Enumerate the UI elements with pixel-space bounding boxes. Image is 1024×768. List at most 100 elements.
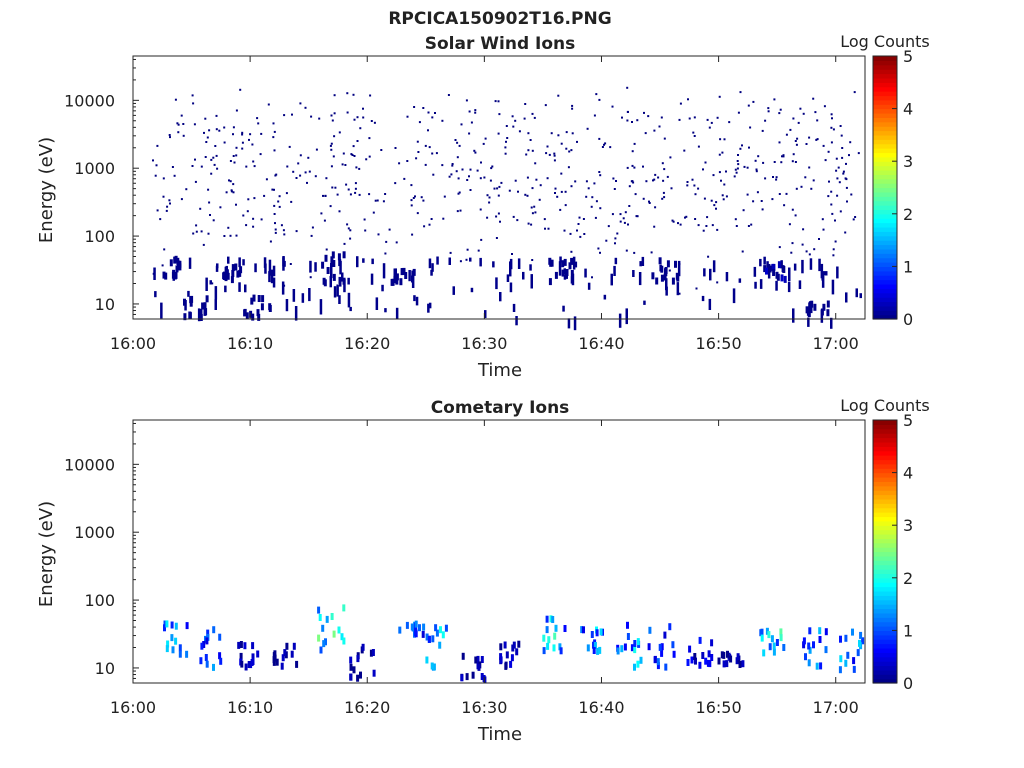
spectrogram-pixel [554,271,558,279]
spectrogram-pixel [204,308,208,316]
spectrogram-pixel [633,166,636,169]
spectrogram-pixel [480,161,482,164]
spectrogram-pixel [297,162,300,165]
spectrogram-pixel [546,642,550,650]
spectrogram-pixel [444,624,448,632]
spectrogram-pixel [170,621,174,629]
spectrogram-pixel [793,263,797,271]
spectrogram-pixel [792,308,795,323]
spectrogram-pixel [285,642,289,650]
spectrogram-pixel [170,634,174,642]
spectrogram-pixel [693,653,697,660]
spectrogram-pixel [418,624,421,632]
spectrogram-pixel [497,100,500,103]
spectrogram-pixel [711,224,714,227]
spectrogram-pixel [692,131,695,134]
spectrogram-pixel [422,107,425,109]
spectrogram-pixel [539,184,542,187]
spectrogram-pixel [412,197,415,199]
spectrogram-pixel [820,263,824,279]
spectrogram-pixel [166,205,169,208]
colorbar-segment [873,275,897,281]
x-tick-label: 16:20 [344,698,390,717]
spectrogram-pixel [176,122,179,125]
spectrogram-pixel [827,195,830,198]
spectrogram-pixel [685,215,688,218]
spectrogram-pixel [185,650,189,658]
spectrogram-pixel [232,133,234,136]
spectrogram-pixel [634,193,637,196]
spectrogram-pixel [477,249,480,252]
spectrogram-pixel [530,206,533,209]
spectrogram-pixel [716,228,719,231]
spectrogram-pixel [736,167,739,170]
spectrogram-pixel [768,265,772,273]
spectrogram-pixel [171,646,175,654]
spectrogram-pixel [548,257,552,265]
spectrogram-pixel [256,309,260,317]
spectrogram-pixel [229,234,232,237]
spectrogram-pixel [331,251,335,259]
spectrogram-pixel [274,228,277,231]
spectrogram-pixel [567,318,571,329]
spectrogram-pixel [611,213,614,216]
spectrogram-pixel [361,643,365,651]
spectrogram-pixel [165,645,169,653]
colorbar-tick-label: 5 [903,411,913,430]
spectrogram-pixel [721,151,724,154]
spectrogram-pixel [192,232,195,235]
spectrogram-pixel [187,290,190,297]
spectrogram-pixel [626,166,629,169]
spectrogram-pixel [780,274,784,282]
spectrogram-pixel [776,273,780,281]
spectrogram-pixel [678,118,681,121]
spectrogram-pixel [809,306,813,314]
spectrogram-pixel [738,278,742,283]
spectrogram-pixel [671,641,675,649]
spectrogram-pixel [686,181,689,183]
spectrogram-pixel [259,153,262,156]
spectrogram-pixel [290,200,293,203]
spectrogram-pixel [224,274,228,282]
spectrogram-pixel [417,151,420,153]
y-tick-label: 1000 [74,159,115,178]
colorbar-segment [873,450,897,456]
y-axis-label-bottom: Energy (eV) [36,501,57,607]
spectrogram-pixel [359,671,362,679]
y-tick-label: 10 [95,659,115,678]
spectrogram-pixel [490,167,493,170]
spectrogram-pixel [561,269,565,277]
spectrogram-pixel [177,123,180,126]
spectrogram-pixel [211,282,214,285]
spectrogram-pixel [288,145,291,148]
spectrogram-pixel [199,314,203,321]
spectrogram-pixel [754,281,757,289]
spectrogram-pixel [778,112,781,115]
colorbar-segment [873,586,897,592]
colorbar-segment [873,148,897,154]
colorbar-tick-label: 3 [903,516,913,535]
spectrogram-pixel [844,659,848,667]
spectrogram-pixel [599,628,603,636]
spectrogram-pixel [657,176,660,179]
spectrogram-pixel [531,149,534,152]
spectrogram-pixel [252,217,255,220]
spectrogram-pixel [742,209,745,212]
colorbar-segment [873,612,897,618]
colorbar: 0 1 2 3 4 5 [872,411,913,693]
spectrogram-pixel [590,631,594,638]
spectrogram-pixel [830,113,833,116]
spectrogram-pixel [543,218,546,221]
spectrogram-pixel [841,147,844,149]
spectrogram-pixel [651,272,655,280]
spectrogram-pixel [674,260,677,268]
spectrogram-pixel [824,646,828,654]
colorbar-segment [873,455,897,461]
spectrogram-pixel [349,193,352,196]
spectrogram-pixel [410,184,413,187]
spectrogram-pixel [256,650,260,658]
spectrogram-pixel [557,94,560,97]
spectrogram-pixel [546,177,549,180]
spectrogram-pixel [206,629,210,637]
spectrogram-pixel [746,166,749,169]
